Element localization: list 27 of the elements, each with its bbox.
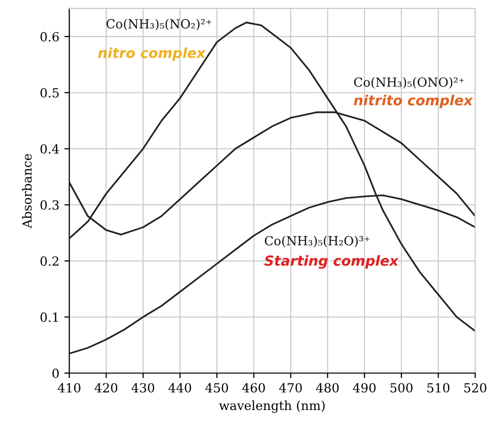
y-axis-title: Absorbance <box>22 154 32 228</box>
annotation: nitrito complex <box>354 94 474 108</box>
x-axis-title: wavelength (nm) <box>219 400 325 413</box>
x-tick-label: 490 <box>352 383 376 393</box>
x-tick-label: 480 <box>316 383 339 393</box>
y-tick-label: 0.2 <box>40 256 58 266</box>
x-tick-label: 510 <box>427 383 450 393</box>
y-tick-label: 0.3 <box>40 200 59 210</box>
annotation: Starting complex <box>264 255 399 269</box>
annotation: nitro complex <box>98 47 206 61</box>
y-tick-label: 0.4 <box>40 144 59 154</box>
y-tick-label: 0.5 <box>40 88 59 98</box>
x-tick-label: 420 <box>94 383 118 393</box>
x-tick-label: 430 <box>132 383 154 393</box>
y-tick-label: 0.1 <box>40 312 58 322</box>
x-tick-label: 460 <box>242 383 265 393</box>
annotation: Co(NH₃)₅(H₂O)³⁺ <box>264 236 370 248</box>
y-tick-label: 0 <box>52 368 59 378</box>
x-tick-label: 450 <box>205 383 228 393</box>
x-tick-label: 470 <box>279 383 302 393</box>
y-tick-label: 0.6 <box>40 32 59 42</box>
annotation: Co(NH₃)₅(NO₂)²⁺ <box>106 18 212 30</box>
x-tick-label: 440 <box>168 383 192 393</box>
x-tick-label: 500 <box>390 383 412 393</box>
x-tick-label: 410 <box>58 383 80 393</box>
x-tick-label: 520 <box>464 383 486 393</box>
annotation: Co(NH₃)₅(ONO)²⁺ <box>354 77 464 89</box>
